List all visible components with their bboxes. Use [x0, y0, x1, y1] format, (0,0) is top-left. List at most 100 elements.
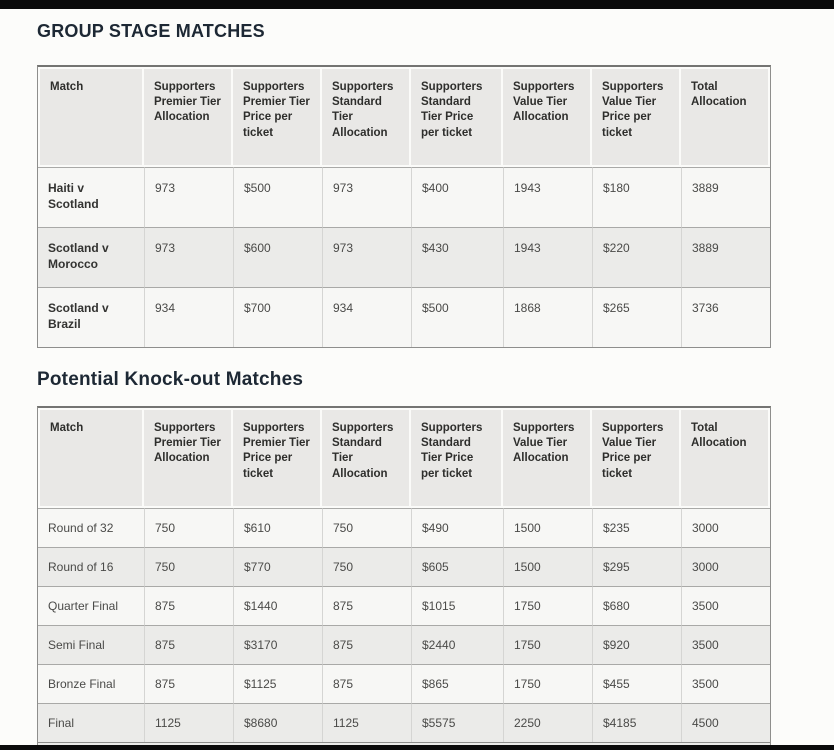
- value-cell: $490: [411, 508, 503, 547]
- value-cell: $8680: [233, 703, 322, 742]
- value-cell: 875: [144, 586, 233, 625]
- value-cell: $500: [233, 167, 322, 227]
- column-header: Supporters Value Tier Allocation: [503, 67, 592, 167]
- value-cell: $1125: [233, 664, 322, 703]
- value-cell: 875: [322, 625, 411, 664]
- value-cell: 973: [322, 167, 411, 227]
- value-cell: $1440: [233, 586, 322, 625]
- value-cell: 1868: [503, 287, 592, 347]
- value-cell: 973: [144, 227, 233, 287]
- value-cell: 934: [144, 287, 233, 347]
- knockout-heading: Potential Knock-out Matches: [37, 369, 304, 390]
- column-header: Supporters Value Tier Price per ticket: [592, 67, 681, 167]
- header-row: Match Supporters Premier Tier Allocation S…: [38, 67, 770, 167]
- match-cell: Semi Final: [38, 625, 144, 664]
- match-cell: Scotland v Brazil: [38, 287, 144, 347]
- column-header: Match: [38, 408, 144, 508]
- column-header: Supporters Premier Tier Allocation: [144, 67, 233, 167]
- value-cell: 1500: [503, 547, 592, 586]
- value-cell: $1015: [411, 586, 503, 625]
- knockout-table: Match Supporters Premier Tier Allocation S…: [38, 408, 770, 742]
- column-header: Supporters Premier Tier Price per ticket: [233, 408, 322, 508]
- value-cell: 750: [322, 547, 411, 586]
- table-row: Haiti v Scotland 973 $500 973 $400 1943 $180 38…: [38, 167, 770, 227]
- value-cell: $265: [592, 287, 681, 347]
- column-header: Supporters Premier Tier Allocation: [144, 408, 233, 508]
- value-cell: 973: [144, 167, 233, 227]
- value-cell: $235: [592, 508, 681, 547]
- value-cell: $3170: [233, 625, 322, 664]
- match-cell: Bronze Final: [38, 664, 144, 703]
- value-cell: 3889: [681, 167, 770, 227]
- table-row: Bronze Final 875 $1125 875 $865 1750 $455 3500: [38, 664, 770, 703]
- table-row: Quarter Final 875 $1440 875 $1015 1750 $680 350…: [38, 586, 770, 625]
- value-cell: 1943: [503, 167, 592, 227]
- value-cell: $770: [233, 547, 322, 586]
- column-header: Total Allocation: [681, 408, 770, 508]
- column-header: Match: [38, 67, 144, 167]
- match-cell: Scotland v Morocco: [38, 227, 144, 287]
- value-cell: 750: [144, 508, 233, 547]
- table-row: Final 1125 $8680 1125 $5575 2250 $4185 4500: [38, 703, 770, 742]
- value-cell: 4500: [681, 703, 770, 742]
- value-cell: 3736: [681, 287, 770, 347]
- value-cell: 3889: [681, 227, 770, 287]
- value-cell: 1500: [503, 508, 592, 547]
- column-header: Supporters Standard Tier Allocation: [322, 408, 411, 508]
- section-knockout: Potential Knock-out Matches Match Support…: [37, 369, 771, 747]
- group-stage-table-wrapper: Match Supporters Premier Tier Allocation S…: [37, 65, 771, 348]
- match-cell: Haiti v Scotland: [38, 167, 144, 227]
- value-cell: 1125: [144, 703, 233, 742]
- value-cell: $920: [592, 625, 681, 664]
- group-stage-heading: GROUP STAGE MATCHES: [37, 21, 265, 41]
- value-cell: $700: [233, 287, 322, 347]
- value-cell: $4185: [592, 703, 681, 742]
- bottom-crop-bar: [0, 745, 834, 750]
- column-header: Supporters Standard Tier Price per ticke…: [411, 67, 503, 167]
- table-row: Round of 16 750 $770 750 $605 1500 $295 3000: [38, 547, 770, 586]
- column-header: Supporters Value Tier Allocation: [503, 408, 592, 508]
- match-cell: Final: [38, 703, 144, 742]
- column-header: Supporters Value Tier Price per ticket: [592, 408, 681, 508]
- value-cell: 875: [322, 586, 411, 625]
- value-cell: 1125: [322, 703, 411, 742]
- value-cell: $295: [592, 547, 681, 586]
- value-cell: 875: [144, 664, 233, 703]
- match-cell: Quarter Final: [38, 586, 144, 625]
- value-cell: $865: [411, 664, 503, 703]
- value-cell: $610: [233, 508, 322, 547]
- value-cell: 1750: [503, 586, 592, 625]
- value-cell: 750: [144, 547, 233, 586]
- value-cell: 1750: [503, 664, 592, 703]
- table-row: Scotland v Morocco 973 $600 973 $430 1943 $220…: [38, 227, 770, 287]
- value-cell: 3500: [681, 625, 770, 664]
- value-cell: $600: [233, 227, 322, 287]
- value-cell: $680: [592, 586, 681, 625]
- value-cell: 875: [322, 664, 411, 703]
- table-row: Scotland v Brazil 934 $700 934 $500 1868 $265 3…: [38, 287, 770, 347]
- value-cell: 973: [322, 227, 411, 287]
- top-crop-bar: [0, 0, 834, 9]
- value-cell: 1943: [503, 227, 592, 287]
- group-stage-table: Match Supporters Premier Tier Allocation S…: [38, 67, 770, 347]
- column-header: Supporters Standard Tier Price per ticke…: [411, 408, 503, 508]
- value-cell: 3000: [681, 508, 770, 547]
- knockout-table-wrapper: Match Supporters Premier Tier Allocation S…: [37, 406, 771, 743]
- value-cell: 875: [144, 625, 233, 664]
- value-cell: $220: [592, 227, 681, 287]
- value-cell: $455: [592, 664, 681, 703]
- value-cell: 934: [322, 287, 411, 347]
- value-cell: $430: [411, 227, 503, 287]
- value-cell: 1750: [503, 625, 592, 664]
- column-header: Total Allocation: [681, 67, 770, 167]
- section-group-stage: GROUP STAGE MATCHES Match Supporters Prem…: [37, 21, 771, 348]
- table-row: Round of 32 750 $610 750 $490 1500 $235 3000: [38, 508, 770, 547]
- value-cell: $400: [411, 167, 503, 227]
- value-cell: 3000: [681, 547, 770, 586]
- table-row: Semi Final 875 $3170 875 $2440 1750 $920 3500: [38, 625, 770, 664]
- column-header: Supporters Standard Tier Allocation: [322, 67, 411, 167]
- value-cell: 3500: [681, 664, 770, 703]
- value-cell: $605: [411, 547, 503, 586]
